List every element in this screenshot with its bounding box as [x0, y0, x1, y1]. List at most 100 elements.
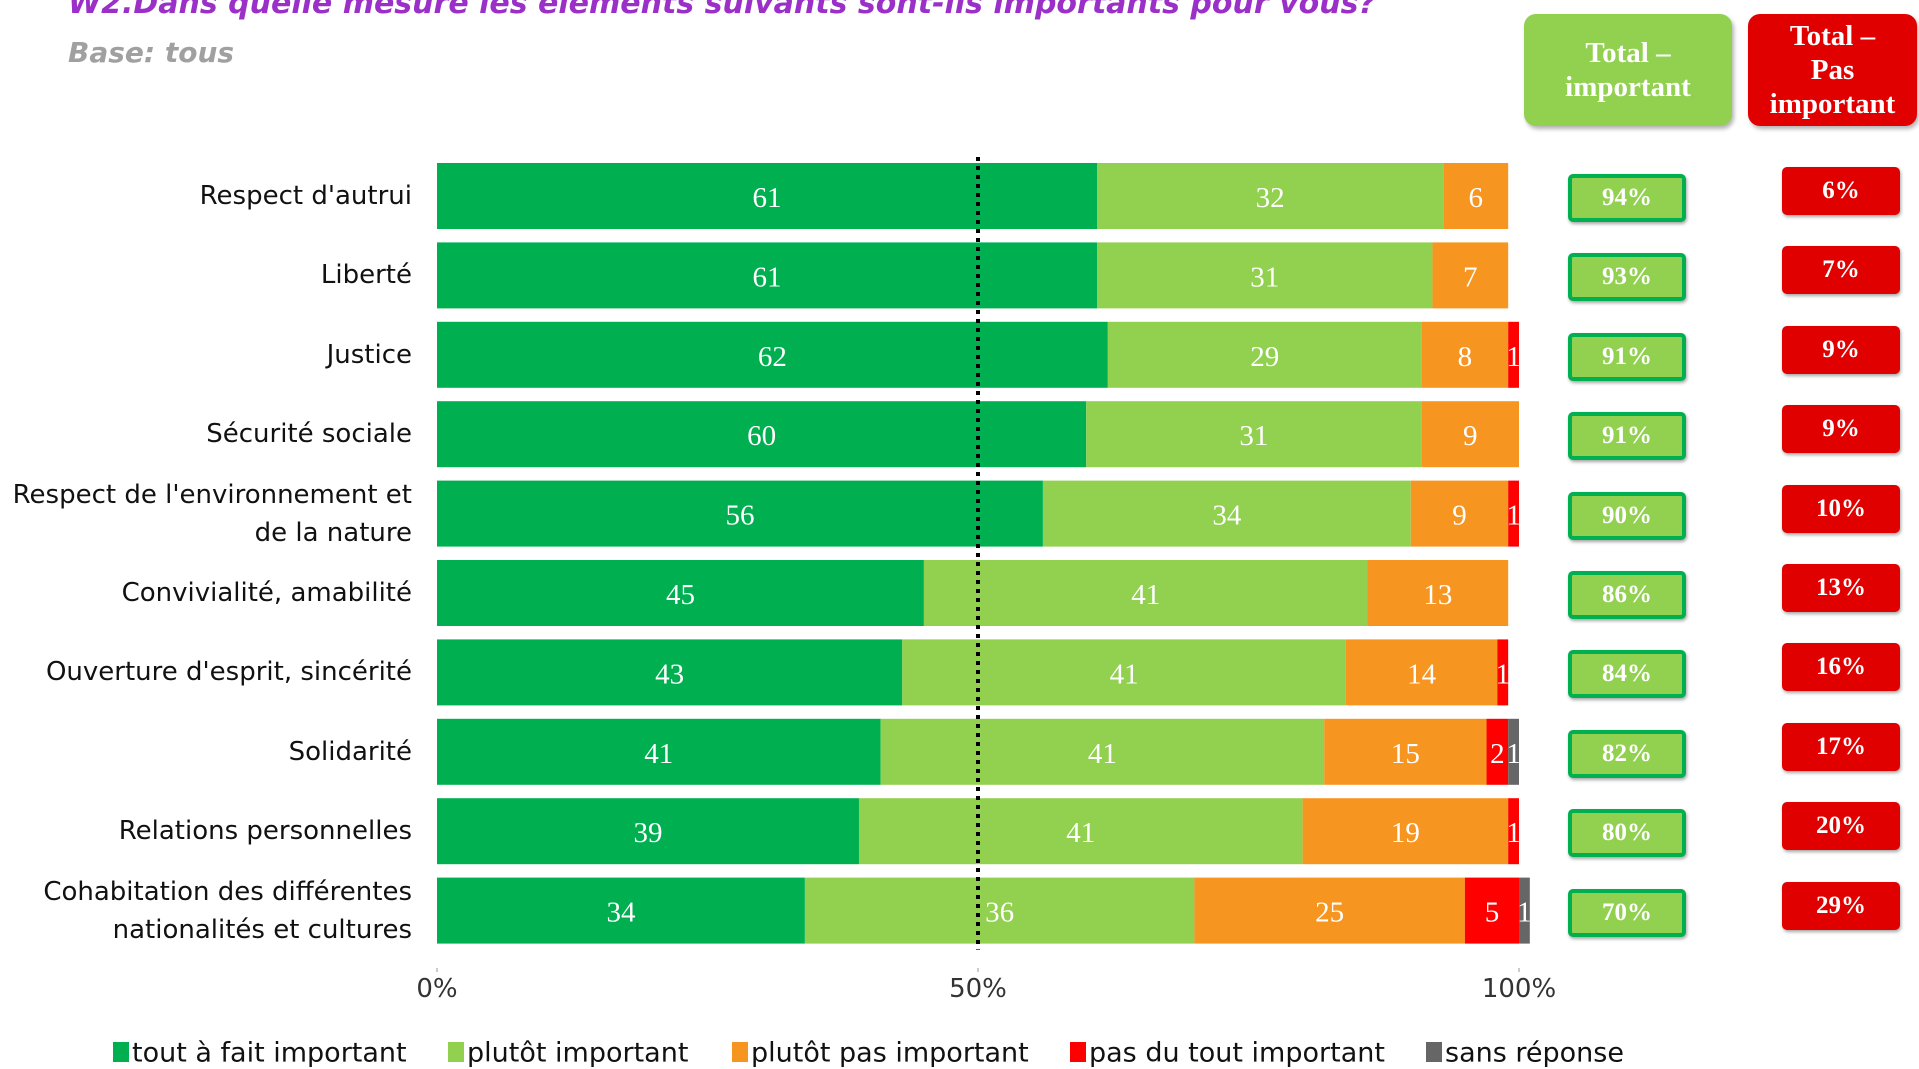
category-label: Convivialité, amabilité — [121, 578, 412, 608]
bar-segment — [437, 560, 924, 626]
legend-label: sans réponse — [1445, 1038, 1624, 1069]
total-value: 10% — [1782, 484, 1900, 533]
bar-segment — [1097, 163, 1444, 229]
total-header: Total – Pas important — [1748, 14, 1917, 126]
category-label: Sécurité sociale — [206, 419, 412, 450]
data-label: 15 — [1391, 738, 1420, 770]
legend-label: plutôt important — [467, 1038, 688, 1069]
total-value: 16% — [1782, 643, 1900, 692]
total-value: 70% — [1568, 888, 1686, 937]
data-label: 1 — [1506, 738, 1521, 770]
bar-segment — [1097, 242, 1433, 309]
total-value: 91% — [1568, 332, 1686, 381]
data-label: 1 — [1506, 817, 1521, 849]
x-tick-label: 100% — [1482, 974, 1556, 1004]
category-label: Respect d'autrui — [199, 181, 412, 211]
total-value: 94% — [1568, 174, 1686, 222]
data-label: 1 — [1517, 897, 1532, 929]
bar-segment — [1421, 401, 1519, 468]
data-label: 41 — [1088, 738, 1117, 770]
data-label: 7 — [1463, 261, 1478, 293]
x-tick-label: 50% — [949, 974, 1007, 1004]
data-label: 2 — [1490, 738, 1505, 770]
bar-segment — [804, 877, 1195, 944]
bar-segment — [1464, 877, 1519, 944]
data-label: 34 — [1212, 500, 1242, 532]
bar-segment — [437, 321, 1108, 388]
data-label: 41 — [1131, 579, 1160, 611]
bar-segment — [1086, 401, 1422, 468]
bar-segment — [1519, 877, 1530, 944]
category-label: Ouverture d'esprit, sincérité — [45, 657, 412, 688]
data-label: 1 — [1506, 341, 1521, 373]
bar-segment — [1302, 798, 1509, 865]
data-label: 9 — [1463, 420, 1478, 452]
data-label: 9 — [1452, 500, 1467, 532]
bar-segment — [1508, 718, 1519, 785]
category-label: Respect de l'environnement et de la natu… — [12, 479, 412, 548]
data-label: 6 — [1468, 182, 1483, 214]
data-label: 62 — [758, 341, 787, 373]
data-label: 5 — [1485, 897, 1500, 929]
total-value: 29% — [1782, 881, 1900, 930]
bar-segment — [1194, 877, 1465, 944]
bar-segment — [1497, 639, 1509, 706]
legend-swatch — [448, 1042, 464, 1062]
data-label: 1 — [1506, 500, 1521, 532]
legend-swatch — [1070, 1042, 1086, 1062]
data-label: 61 — [753, 261, 782, 293]
bar-segment — [923, 560, 1368, 626]
category-label: Solidarité — [288, 736, 412, 767]
data-label: 61 — [753, 182, 782, 214]
bar-segment — [437, 798, 859, 865]
data-label: 41 — [1066, 817, 1095, 849]
data-label: 43 — [655, 658, 684, 690]
data-label: 8 — [1458, 341, 1473, 373]
total-value: 84% — [1568, 650, 1686, 699]
total-value: 9% — [1782, 325, 1900, 374]
bar-segment — [1107, 321, 1422, 388]
bar-segment — [1508, 321, 1519, 388]
data-label: 41 — [644, 738, 673, 770]
total-value: 93% — [1568, 253, 1686, 302]
data-label: 29 — [1250, 341, 1279, 373]
bar-segment — [1432, 242, 1509, 309]
bar-segment — [437, 877, 805, 944]
bar-segment — [437, 718, 881, 785]
bar-segment — [1421, 321, 1509, 388]
bar-segment — [858, 798, 1303, 865]
legend-label: pas du tout important — [1089, 1038, 1385, 1069]
total-value: 80% — [1568, 809, 1686, 858]
bar-segment — [437, 639, 903, 706]
bar-segment — [1324, 718, 1487, 785]
x-tick-label: 0% — [416, 974, 457, 1004]
bar-segment — [1508, 480, 1519, 547]
bar-segment — [1042, 480, 1411, 547]
data-label: 34 — [606, 897, 636, 929]
data-label: 19 — [1391, 817, 1420, 849]
legend-swatch — [732, 1042, 748, 1062]
legend-label: tout à fait important — [132, 1038, 407, 1069]
data-label: 32 — [1256, 182, 1285, 214]
legend-swatch — [1426, 1042, 1442, 1062]
legend-label: plutôt pas important — [751, 1038, 1029, 1069]
chart-title: W2.Dans quelle mesure les éléments suiva… — [68, 0, 1376, 21]
data-label: 13 — [1423, 579, 1452, 611]
bar-segment — [437, 480, 1043, 547]
total-header: Total – important — [1524, 14, 1732, 126]
category-label: Cohabitation des différentes nationalité… — [43, 876, 412, 945]
total-value: 6% — [1782, 167, 1900, 215]
data-label: 36 — [985, 897, 1014, 929]
bar-segment — [437, 242, 1098, 309]
total-value: 13% — [1782, 564, 1900, 612]
data-label: 41 — [1110, 658, 1139, 690]
chart-subtitle: Base: tous — [68, 36, 235, 69]
total-value: 82% — [1568, 729, 1686, 778]
data-label: 39 — [633, 817, 662, 849]
data-label: 1 — [1496, 658, 1511, 690]
bar-segment — [437, 163, 1098, 229]
data-label: 14 — [1407, 658, 1437, 690]
bar-segment — [1508, 798, 1519, 865]
